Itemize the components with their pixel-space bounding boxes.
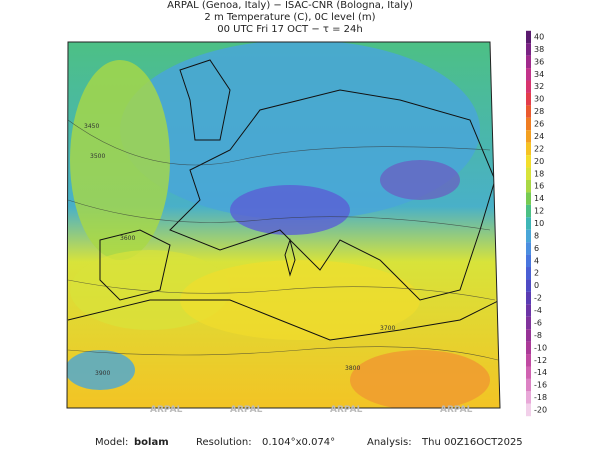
colorbar-swatch — [526, 117, 531, 131]
colorbar-label: -20 — [534, 406, 547, 415]
contour-label: 3700 — [380, 325, 395, 332]
colorbar-swatch — [526, 204, 531, 218]
colorbar-swatch — [526, 403, 531, 417]
colorbar-swatch — [526, 254, 531, 268]
colorbar-label: 4 — [534, 256, 539, 265]
colorbar-label: 30 — [534, 95, 544, 104]
colorbar-swatch — [526, 341, 531, 355]
colorbar-swatch — [526, 105, 531, 118]
contour-label: 3800 — [345, 365, 360, 372]
colorbar-label: 24 — [534, 132, 544, 141]
footer-text: Analysis: — [367, 437, 412, 448]
colorbar-swatch — [526, 229, 531, 243]
colorbar-swatch — [526, 242, 531, 255]
colorbar-label: 28 — [534, 107, 544, 116]
colorbar-label: 2 — [534, 269, 539, 278]
colorbar-label: -14 — [534, 368, 547, 377]
colorbar-swatch — [526, 142, 531, 156]
footer-text: bolam — [134, 437, 169, 448]
colorbar-label: 32 — [534, 82, 544, 91]
colorbar-label: -10 — [534, 343, 547, 352]
colorbar-swatch — [526, 304, 531, 317]
colorbar-swatch — [526, 378, 531, 392]
colorbar-label: 16 — [534, 182, 544, 191]
footer-text: Thu 00Z16OCT2025 — [421, 437, 523, 448]
contour-label: 3900 — [95, 370, 110, 377]
colorbar-swatch — [526, 316, 531, 330]
colorbar-label: -12 — [534, 356, 547, 365]
colorbar-label: 10 — [534, 219, 544, 228]
colorbar-label: -4 — [534, 306, 542, 315]
watermark: ARPAL — [440, 405, 473, 415]
colorbar-label: -18 — [534, 393, 547, 402]
watermark: ARPAL — [330, 405, 363, 415]
header-line: 2 m Temperature (C), 0C level (m) — [204, 12, 375, 23]
watermark: ARPAL — [150, 405, 183, 415]
colorbar-swatch — [526, 55, 531, 69]
colorbar-swatch — [526, 43, 531, 56]
colorbar-label: 18 — [534, 169, 544, 178]
header-line: ARPAL (Genoa, Italy) − ISAC-CNR (Bologna… — [167, 0, 413, 11]
colorbar-swatch — [526, 267, 531, 280]
contour-label: 3600 — [120, 235, 135, 242]
watermark: ARPAL — [230, 405, 263, 415]
colorbar-label: -6 — [534, 318, 542, 327]
colorbar-swatch — [526, 68, 531, 81]
colorbar-swatch — [526, 80, 531, 93]
colorbar-label: 14 — [534, 194, 544, 203]
colorbar-swatch — [526, 192, 531, 205]
footer-text: 0.104°x0.074° — [262, 437, 335, 448]
colorbar-label: 22 — [534, 144, 544, 153]
colorbar-label: -2 — [534, 294, 542, 303]
colorbar-label: 36 — [534, 57, 544, 66]
map — [67, 42, 500, 408]
colorbar-label: -16 — [534, 381, 547, 390]
colorbar-label: 40 — [534, 33, 544, 42]
colorbar-swatch — [526, 217, 531, 230]
header-line: 00 UTC Fri 17 OCT − τ = 24h — [217, 24, 362, 35]
colorbar-label: 12 — [534, 207, 544, 216]
colorbar-label: -8 — [534, 331, 542, 340]
footer-text: Model: — [95, 437, 128, 448]
colorbar-swatch — [526, 92, 531, 106]
colorbar-label: 34 — [534, 70, 544, 79]
colorbar-label: 26 — [534, 120, 544, 129]
contour-label: 3500 — [90, 153, 105, 160]
colorbar-swatch — [526, 167, 531, 180]
colorbar-swatch — [526, 179, 531, 193]
colorbar-swatch — [526, 329, 531, 342]
colorbar-label: 20 — [534, 157, 544, 166]
colorbar-swatch — [526, 354, 531, 367]
colorbar-swatch — [526, 391, 531, 404]
colorbar-swatch — [526, 130, 531, 143]
colorbar-swatch — [526, 279, 531, 292]
colorbar-label: 0 — [534, 281, 539, 290]
contour-label: 3450 — [84, 123, 99, 130]
colorbar-swatch — [526, 291, 531, 305]
footer-text: Resolution: — [196, 437, 252, 448]
colorbar-swatch — [526, 366, 531, 379]
map-frame — [66, 41, 501, 409]
colorbar-swatch — [526, 155, 531, 168]
colorbar-label: 6 — [534, 244, 539, 253]
colorbar-label: 38 — [534, 45, 544, 54]
colorbar-swatch — [526, 30, 531, 44]
colorbar-label: 8 — [534, 231, 539, 240]
